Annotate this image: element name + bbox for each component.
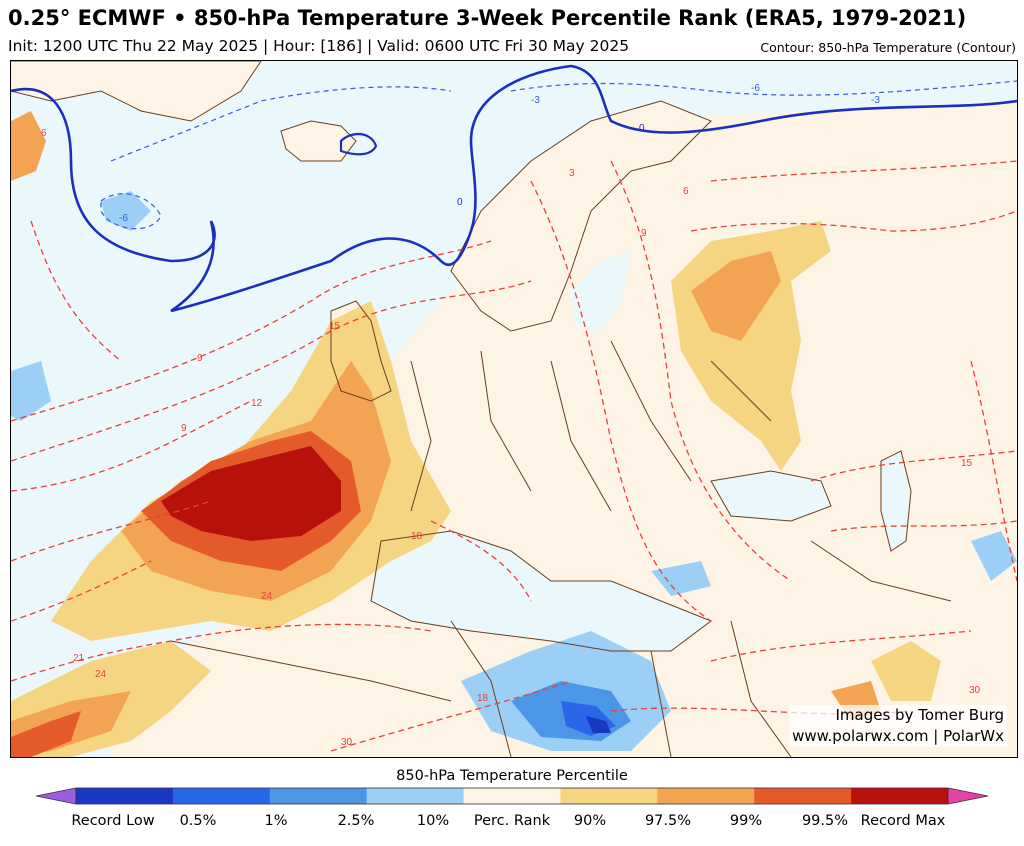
contour-label: -6 bbox=[119, 213, 128, 224]
contour-label: 6 bbox=[683, 186, 689, 197]
colorbar-tick-label: 99.5% bbox=[801, 813, 849, 829]
contour-label: 24 bbox=[95, 669, 107, 680]
land-greenland bbox=[11, 61, 261, 121]
colorbar-ticks: Record Low 0.5% 1% 2.5% 10% Perc. Rank 90% 97.5… bbox=[0, 813, 1024, 835]
colorbar-record-low bbox=[36, 787, 77, 805]
colorbar-tick-label: Perc. Rank bbox=[473, 813, 551, 829]
colorbar-segment bbox=[754, 788, 852, 804]
image-credit: Images by Tomer Burg www.polarwx.com | P… bbox=[789, 705, 1007, 747]
colorbar-tick-label: 90% bbox=[573, 813, 607, 829]
colorbar-tick-label: 1% bbox=[264, 813, 288, 829]
contour-label: 18 bbox=[477, 693, 489, 704]
contour-label: 24 bbox=[261, 591, 273, 602]
contour-label: 15 bbox=[961, 458, 973, 469]
colorbar-segment bbox=[560, 788, 658, 804]
colorbar-segment bbox=[172, 788, 271, 804]
colorbar-tick-label: 0.5% bbox=[179, 813, 217, 829]
percentile-colorbar bbox=[36, 787, 988, 805]
colorbar-segment bbox=[463, 788, 561, 804]
sea-baltic bbox=[571, 251, 631, 331]
map-subtitle: Init: 1200 UTC Thu 22 May 2025 | Hour: [… bbox=[8, 37, 630, 55]
contour-note: Contour: 850-hPa Temperature (Contour) bbox=[760, 40, 1016, 55]
colorbar-tick-label: Record Low bbox=[71, 813, 155, 829]
colorbar-tick-label: 2.5% bbox=[337, 813, 375, 829]
contour-label: -6 bbox=[751, 83, 760, 94]
colorbar-segment bbox=[76, 788, 174, 804]
forecast-map: -6 -3 -3 0 0 3 6 9 9 12 15 15 18 18 21 2… bbox=[10, 60, 1018, 758]
colorbar-tick-label: Record Max bbox=[860, 813, 946, 829]
map-canvas: -6 -3 -3 0 0 3 6 9 9 12 15 15 18 18 21 2… bbox=[11, 61, 1017, 757]
contour-label: 15 bbox=[329, 321, 341, 332]
temperature-contours bbox=[11, 160, 1017, 752]
cold-anomaly-sahara bbox=[11, 191, 1017, 751]
contour-label: 0 bbox=[639, 123, 645, 134]
colorbar-segment bbox=[657, 788, 755, 804]
colorbar-segment bbox=[366, 788, 465, 804]
contour-label: 6 bbox=[41, 128, 47, 139]
colorbar-tick-label: 97.5% bbox=[644, 813, 692, 829]
contour-label: 3 bbox=[569, 168, 575, 179]
contour-label: 12 bbox=[251, 398, 263, 409]
contour-label: 30 bbox=[341, 737, 353, 748]
credit-author: Images by Tomer Burg bbox=[789, 705, 1007, 726]
contour-labels: -6 -3 -3 0 0 3 6 9 9 12 15 15 18 18 21 2… bbox=[41, 83, 981, 748]
contour-label: 0 bbox=[457, 197, 463, 208]
legend-title: 850-hPa Temperature Percentile bbox=[396, 768, 628, 784]
contour-label: 21 bbox=[73, 653, 85, 664]
sea-mediterranean bbox=[371, 531, 711, 651]
warm-anomaly-russia bbox=[671, 221, 831, 471]
contour-label: 9 bbox=[641, 228, 647, 239]
land-scandinavia bbox=[451, 101, 711, 331]
contour-label: 30 bbox=[969, 685, 981, 696]
contour-label: 9 bbox=[181, 423, 187, 434]
contour-label: 9 bbox=[197, 353, 203, 364]
colorbar-segment bbox=[269, 788, 368, 804]
credit-website: www.polarwx.com | PolarWx bbox=[789, 726, 1007, 747]
map-title: 0.25° ECMWF • 850-hPa Temperature 3-Week… bbox=[8, 6, 967, 30]
contour-label: -3 bbox=[871, 95, 880, 106]
contour-label: 18 bbox=[411, 531, 423, 542]
warm-anomaly-iberia bbox=[51, 301, 451, 641]
contour-label: -3 bbox=[531, 95, 540, 106]
sea-black bbox=[711, 471, 831, 521]
colorbar-tick-label: 99% bbox=[729, 813, 763, 829]
colorbar-segment bbox=[851, 788, 949, 804]
borders bbox=[11, 61, 952, 757]
colorbar-record-max bbox=[947, 787, 988, 805]
colorbar-tick-label: 10% bbox=[416, 813, 450, 829]
land-iceland bbox=[281, 121, 356, 161]
freezing-contours bbox=[11, 64, 1017, 313]
